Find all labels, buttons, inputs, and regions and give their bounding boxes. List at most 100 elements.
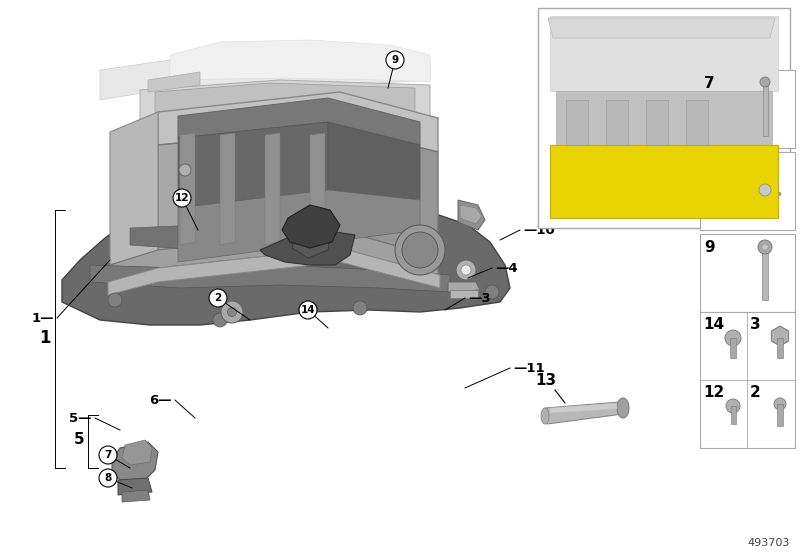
- Polygon shape: [110, 230, 438, 282]
- Polygon shape: [62, 200, 510, 325]
- Text: 9: 9: [704, 240, 714, 255]
- Polygon shape: [545, 402, 623, 424]
- Circle shape: [461, 265, 471, 275]
- Polygon shape: [155, 83, 415, 128]
- Polygon shape: [158, 128, 340, 250]
- Polygon shape: [180, 133, 195, 245]
- Text: 7: 7: [104, 450, 112, 460]
- Text: 5—: 5—: [70, 412, 92, 424]
- Text: 6—: 6—: [150, 394, 172, 407]
- Circle shape: [762, 244, 768, 250]
- Text: 5: 5: [74, 432, 84, 447]
- Text: 493703: 493703: [748, 538, 790, 548]
- Circle shape: [759, 184, 771, 196]
- Circle shape: [774, 398, 786, 410]
- Polygon shape: [158, 92, 438, 152]
- Polygon shape: [112, 442, 158, 482]
- Circle shape: [209, 289, 227, 307]
- Circle shape: [395, 225, 445, 275]
- Circle shape: [386, 51, 404, 69]
- Polygon shape: [458, 200, 485, 230]
- Polygon shape: [753, 176, 777, 204]
- Circle shape: [108, 293, 122, 307]
- Bar: [700, 312, 795, 448]
- Bar: [700, 152, 795, 230]
- Circle shape: [353, 301, 367, 315]
- Bar: [777, 338, 783, 358]
- Polygon shape: [122, 490, 150, 502]
- Polygon shape: [130, 218, 350, 250]
- Text: 1: 1: [39, 329, 51, 347]
- Polygon shape: [178, 190, 420, 262]
- Ellipse shape: [617, 398, 629, 418]
- Polygon shape: [548, 18, 775, 38]
- Text: 8: 8: [704, 158, 714, 173]
- Polygon shape: [265, 133, 280, 245]
- Circle shape: [173, 189, 191, 207]
- Polygon shape: [170, 40, 430, 82]
- Polygon shape: [178, 98, 420, 145]
- Circle shape: [299, 301, 317, 319]
- Polygon shape: [550, 403, 617, 413]
- Bar: [762, 86, 767, 136]
- Polygon shape: [460, 205, 482, 224]
- Text: 2: 2: [214, 293, 222, 303]
- Circle shape: [456, 260, 476, 280]
- Polygon shape: [606, 100, 628, 145]
- Text: 14: 14: [703, 317, 724, 332]
- Text: 12: 12: [703, 385, 724, 400]
- Circle shape: [402, 232, 438, 268]
- Polygon shape: [122, 440, 152, 465]
- Polygon shape: [140, 80, 430, 142]
- Polygon shape: [328, 122, 420, 200]
- Circle shape: [485, 285, 499, 299]
- Circle shape: [758, 240, 772, 254]
- Polygon shape: [550, 145, 778, 218]
- Bar: [777, 404, 783, 426]
- Polygon shape: [340, 128, 438, 258]
- Polygon shape: [118, 478, 152, 495]
- Text: 2: 2: [750, 385, 761, 400]
- Polygon shape: [686, 100, 708, 145]
- Bar: [730, 406, 735, 424]
- Polygon shape: [100, 50, 430, 100]
- Polygon shape: [310, 133, 325, 245]
- Ellipse shape: [541, 408, 549, 424]
- Circle shape: [221, 301, 243, 323]
- Polygon shape: [282, 205, 340, 248]
- Circle shape: [99, 469, 117, 487]
- Circle shape: [213, 313, 227, 327]
- Text: 12: 12: [174, 193, 190, 203]
- Bar: [762, 247, 768, 300]
- Text: 1—: 1—: [31, 311, 54, 324]
- Text: 3: 3: [750, 317, 761, 332]
- Text: 9: 9: [391, 55, 398, 65]
- Circle shape: [725, 330, 741, 346]
- Polygon shape: [771, 326, 789, 346]
- Circle shape: [726, 399, 740, 413]
- Text: —10: —10: [523, 223, 554, 236]
- Polygon shape: [646, 100, 668, 145]
- Polygon shape: [292, 220, 330, 258]
- Polygon shape: [556, 91, 772, 159]
- Bar: [700, 234, 795, 312]
- Text: 13: 13: [535, 373, 556, 388]
- Text: —4: —4: [495, 262, 518, 274]
- Polygon shape: [90, 265, 450, 292]
- Circle shape: [227, 307, 237, 316]
- Text: —11: —11: [513, 362, 545, 375]
- Bar: [700, 70, 795, 148]
- Polygon shape: [110, 112, 158, 265]
- Bar: [538, 8, 790, 228]
- Ellipse shape: [749, 190, 781, 198]
- Text: 7: 7: [704, 76, 714, 91]
- Polygon shape: [108, 248, 440, 295]
- Circle shape: [99, 446, 117, 464]
- Circle shape: [179, 164, 191, 176]
- Text: —3: —3: [468, 292, 490, 305]
- Bar: [730, 338, 736, 358]
- Polygon shape: [148, 72, 200, 92]
- Polygon shape: [448, 282, 480, 292]
- Polygon shape: [220, 133, 235, 245]
- Polygon shape: [260, 228, 355, 265]
